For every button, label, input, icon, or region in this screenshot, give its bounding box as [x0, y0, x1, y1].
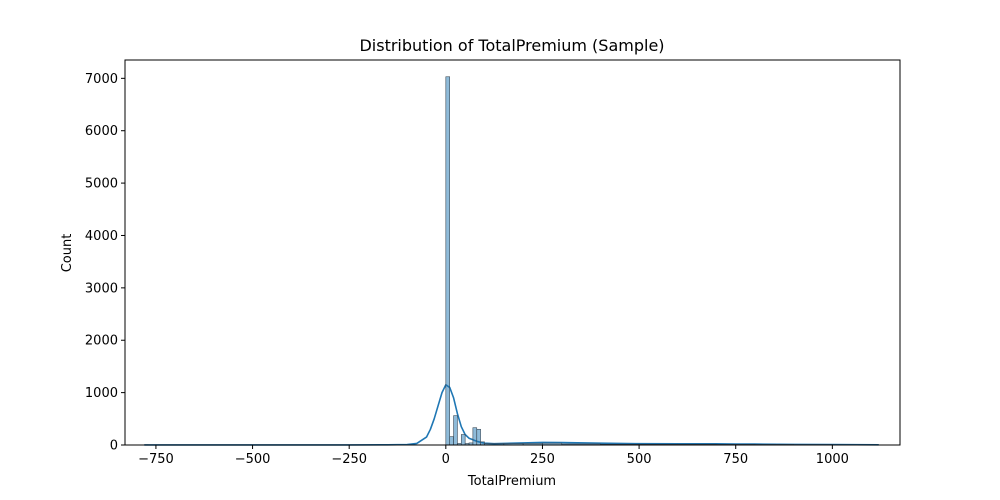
x-tick-label: −750 — [138, 452, 174, 467]
y-axis-ticks: 0 1000 2000 3000 4000 5000 6000 7000 — [85, 72, 125, 454]
x-axis-ticks: −750 −500 −250 0 250 500 750 1000 — [138, 445, 849, 467]
y-tick-label: 7000 — [85, 72, 118, 87]
y-tick-label: 6000 — [85, 124, 118, 139]
x-tick-label: −500 — [235, 452, 271, 467]
histogram-bar — [472, 427, 478, 446]
histogram-bar — [460, 434, 466, 446]
x-axis-title: TotalPremium — [467, 474, 556, 489]
x-tick-label: 750 — [723, 452, 748, 467]
histogram-bar — [449, 436, 454, 446]
y-tick-label: 0 — [110, 439, 118, 454]
x-tick-label: 1000 — [816, 452, 849, 467]
y-tick-label: 5000 — [85, 177, 118, 192]
x-tick-label: 0 — [442, 452, 450, 467]
x-tick-label: 250 — [530, 452, 555, 467]
y-tick-label: 2000 — [85, 334, 118, 349]
histogram-bar — [445, 76, 450, 446]
y-axis-title: Count — [60, 234, 75, 273]
kde-line — [144, 383, 879, 446]
x-tick-label: −250 — [331, 452, 367, 467]
histogram-bars — [144, 76, 880, 446]
plot-frame — [124, 59, 901, 446]
histogram-bar — [453, 415, 458, 446]
kde-layer — [144, 383, 879, 446]
y-tick-label: 1000 — [85, 386, 118, 401]
chart-title: Distribution of TotalPremium (Sample) — [359, 36, 664, 55]
histogram-bar — [476, 428, 481, 446]
x-tick-label: 500 — [627, 452, 652, 467]
y-tick-label: 3000 — [85, 281, 118, 296]
y-tick-label: 4000 — [85, 229, 118, 244]
